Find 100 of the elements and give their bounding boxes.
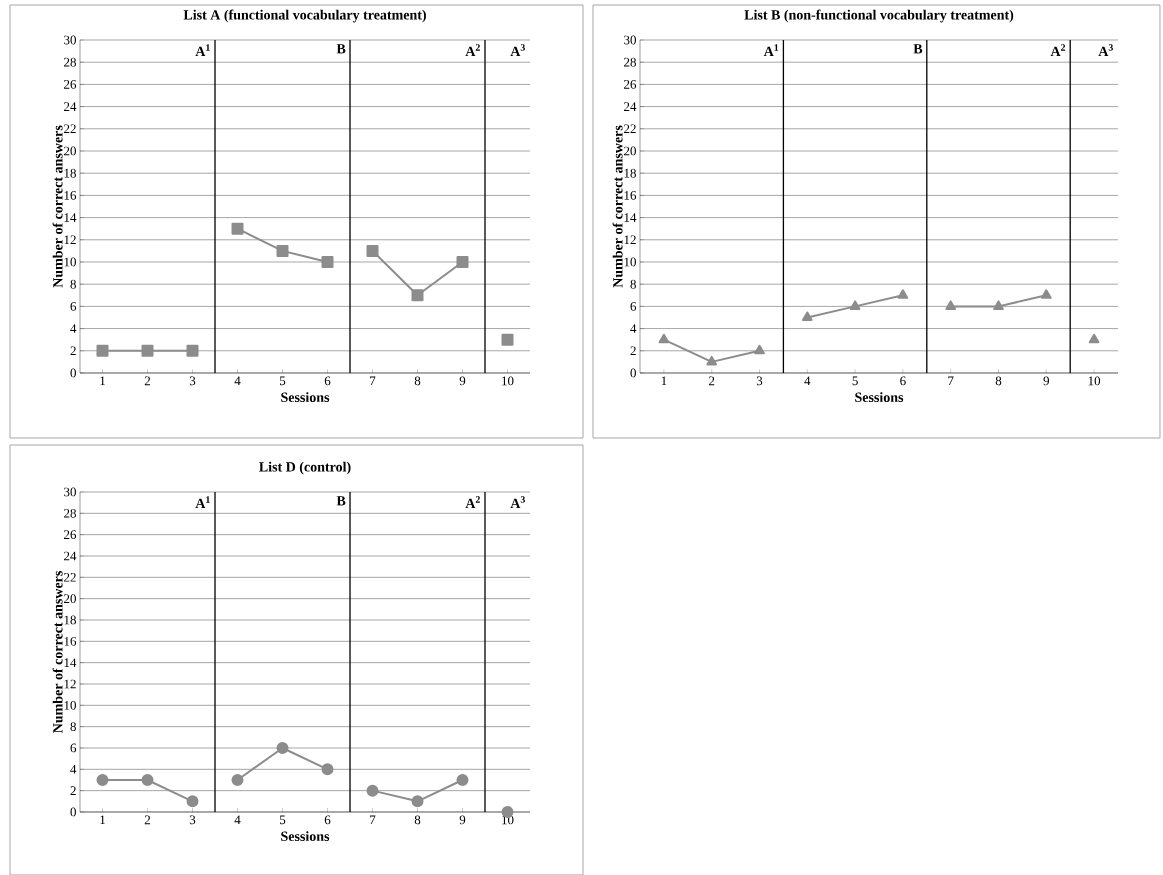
y-tick-label: 30 [64,35,76,45]
chart-title: List B (non-functional vocabulary treatment) [744,9,1014,23]
y-tick-label: 24 [64,102,77,111]
y-tick-label: 30 [624,35,636,45]
point [141,773,154,786]
point [366,784,379,797]
y-tick-label: 8 [70,279,76,289]
x-tick-label: 7 [370,815,376,825]
x-tick-label: 4 [804,376,811,386]
y-tick-label: 28 [64,508,76,518]
y-tick-label: 2 [630,346,636,356]
y-tick-label: 6 [630,302,637,311]
annotation: A$^{1}$ [763,44,779,56]
x-tick-label: 1 [661,376,667,386]
y-tick-label: 0 [630,368,636,378]
x-tick-label: 7 [370,376,376,386]
annotation: B [913,44,923,54]
y-tick-label: 18 [64,168,76,178]
x-tick-label: 9 [1043,376,1050,386]
y-tick-label: 8 [70,722,76,732]
x-tick-label: 6 [324,815,331,825]
x-tick-label: 1 [100,376,105,386]
y-tick-label: 12 [64,235,76,245]
y-tick-label: 22 [64,573,76,582]
x-axis-title: Sessions [281,831,330,842]
annotation: A$^{3}$ [1098,44,1113,56]
x-tick-label: 2 [709,376,715,386]
y-tick-label: 0 [70,368,76,378]
annotation: A$^{2}$ [465,44,480,56]
x-tick-label: 5 [852,376,858,386]
x-tick-label: 7 [948,376,954,386]
y-tick-label: 18 [624,168,636,178]
annotation: A$^{1}$ [195,496,210,508]
point [141,344,154,357]
y-tick-label: 2 [70,346,76,356]
y-tick-label: 24 [64,551,77,561]
x-tick-label: 10 [502,376,514,386]
y-tick-label: 30 [64,487,76,497]
y-tick-label: 4 [70,324,77,333]
annotation: A$^{1}$ [195,44,210,56]
annotation: A$^{2}$ [465,496,480,508]
y-tick-label: 22 [624,124,636,134]
y-tick-label: 16 [64,636,77,646]
point [411,795,424,808]
x-tick-label: 4 [234,815,241,825]
y-tick-label: 22 [64,124,76,134]
x-tick-label: 1 [100,815,105,825]
point [658,333,670,344]
x-tick-label: 4 [234,376,241,386]
y-axis-title: Number of correct answers [52,125,63,288]
point [96,344,109,357]
y-tick-label: 10 [64,700,76,710]
y-tick-label: 26 [64,530,77,540]
y-tick-label: 2 [70,786,76,795]
point [96,773,109,786]
point [945,300,957,310]
x-tick-label: 9 [459,815,466,825]
point [321,255,334,268]
y-tick-label: 14 [64,658,77,667]
point [276,741,289,754]
point [897,289,909,299]
annotation: B [336,44,346,54]
y-tick-label: 12 [64,679,76,689]
point [849,300,861,310]
point [321,763,334,776]
x-tick-label: 2 [144,815,151,825]
y-tick-label: 6 [70,743,77,753]
point [801,311,813,321]
x-tick-label: 8 [414,815,421,825]
y-tick-label: 4 [630,324,637,333]
x-tick-label: 6 [324,376,331,386]
point [411,289,424,302]
y-tick-label: 4 [70,765,77,774]
chart-title: List A (functional vocabulary treatment) [183,9,426,23]
point [1040,289,1052,299]
y-tick-label: 28 [64,57,76,67]
y-tick-label: 16 [64,191,77,200]
y-tick-label: 20 [624,146,636,156]
point [186,344,199,357]
annotation: A$^{3}$ [510,44,525,56]
annotation: A$^{2}$ [1050,44,1066,56]
x-tick-label: 10 [1088,376,1101,386]
point [276,244,289,257]
x-axis-title: Sessions [281,392,330,403]
y-axis-title: Number of correct answers [52,571,63,734]
y-tick-label: 26 [64,80,77,89]
point [706,355,718,366]
x-tick-label: 5 [280,815,286,825]
y-tick-label: 0 [70,807,76,817]
point [1088,333,1100,344]
x-tick-label: 3 [189,815,196,825]
y-tick-label: 18 [64,615,76,625]
y-tick-label: 8 [630,279,636,289]
annotation: B [336,496,346,506]
point [231,222,244,235]
point [993,300,1004,310]
point [231,773,244,786]
x-axis-title: Sessions [855,392,904,403]
y-tick-label: 14 [64,213,77,222]
y-tick-label: 16 [624,191,637,200]
